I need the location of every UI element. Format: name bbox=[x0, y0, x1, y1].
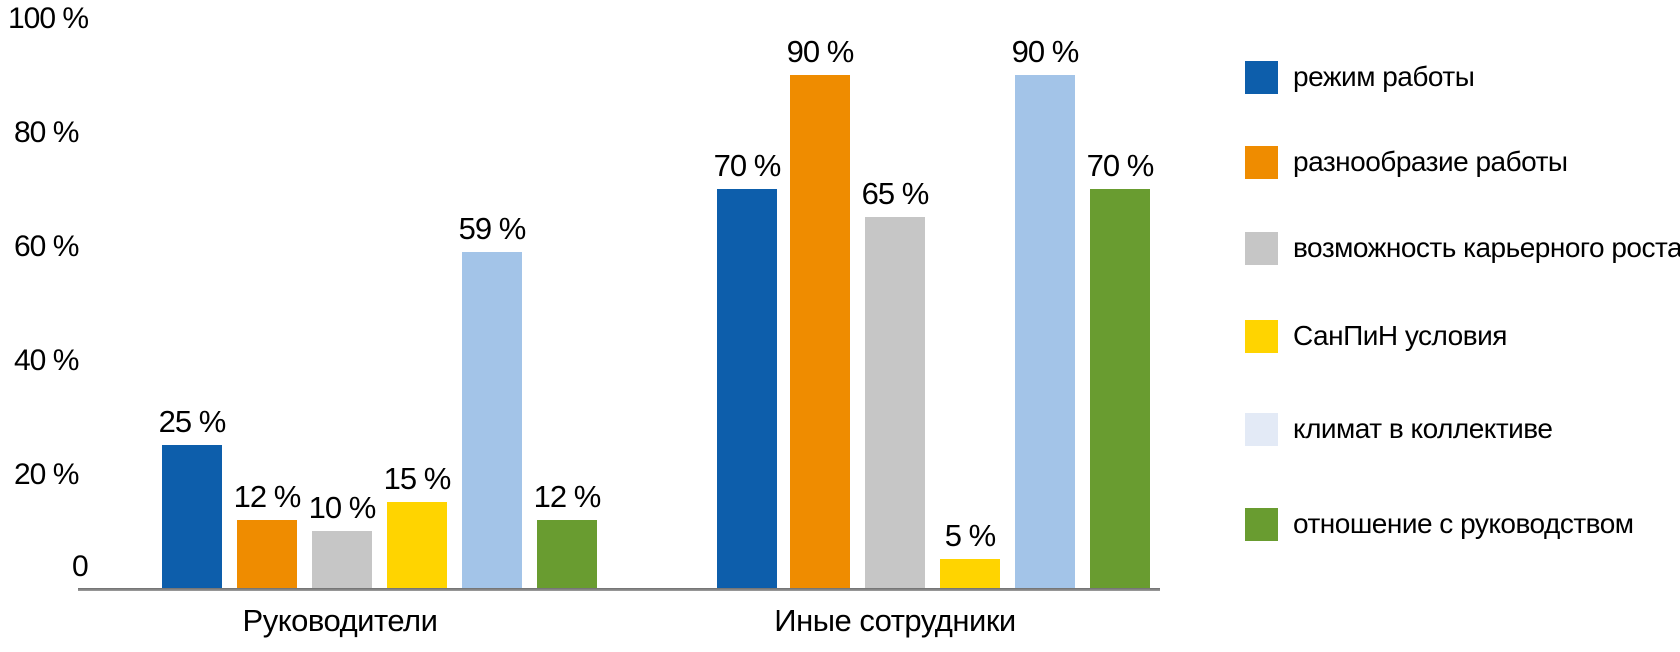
x-axis-line bbox=[78, 588, 1160, 591]
bar bbox=[537, 520, 597, 588]
bar-value-label: 12 % bbox=[233, 479, 302, 514]
bar-value-label: 70 % bbox=[1086, 148, 1155, 183]
legend-color-swatch bbox=[1245, 507, 1278, 541]
bar-value-label: 65 % bbox=[861, 176, 930, 211]
legend-color-swatch bbox=[1245, 231, 1278, 265]
bar bbox=[790, 75, 850, 588]
bar-value-label: 90 % bbox=[786, 34, 855, 69]
legend-color-swatch bbox=[1245, 412, 1278, 446]
legend-label: СанПиН условия bbox=[1293, 320, 1507, 351]
bar bbox=[1090, 189, 1150, 588]
y-axis-tick-label: 100 % bbox=[8, 2, 89, 35]
bar bbox=[312, 531, 372, 588]
bar-value-label: 90 % bbox=[1011, 34, 1080, 69]
y-axis-tick-label: 20 % bbox=[14, 458, 79, 491]
legend-color-swatch bbox=[1245, 319, 1278, 353]
legend-label: отношение с руководством bbox=[1293, 508, 1634, 539]
legend-label: разнообразие работы bbox=[1293, 146, 1568, 177]
y-axis-tick-label: 40 % bbox=[14, 344, 79, 377]
bar-value-label: 70 % bbox=[713, 148, 782, 183]
x-axis-category-label: Руководители bbox=[242, 603, 438, 638]
bar bbox=[462, 252, 522, 588]
bar bbox=[237, 520, 297, 588]
bar-value-label: 5 % bbox=[944, 518, 996, 553]
legend-color-swatch bbox=[1245, 60, 1278, 94]
y-axis-tick-label: 80 % bbox=[14, 116, 79, 149]
x-axis-category-label: Иные сотрудники bbox=[774, 603, 1016, 638]
bar-value-label: 10 % bbox=[308, 490, 377, 525]
bar bbox=[940, 559, 1000, 588]
legend-label: климат в коллективе bbox=[1293, 413, 1553, 444]
legend-label: режим работы bbox=[1293, 61, 1475, 92]
legend-label: возможность карьерного роста bbox=[1293, 232, 1680, 263]
bar-value-label: 59 % bbox=[458, 211, 527, 246]
bar-value-label: 25 % bbox=[158, 404, 227, 439]
y-axis-tick-label: 0 bbox=[72, 550, 89, 583]
bar bbox=[387, 502, 447, 588]
y-axis-tick-label: 60 % bbox=[14, 230, 79, 263]
bar bbox=[865, 217, 925, 588]
bar bbox=[1015, 75, 1075, 588]
bar bbox=[717, 189, 777, 588]
legend-color-swatch bbox=[1245, 145, 1278, 179]
bar-value-label: 12 % bbox=[533, 479, 602, 514]
bar-value-label: 15 % bbox=[383, 461, 452, 496]
bar bbox=[162, 445, 222, 588]
